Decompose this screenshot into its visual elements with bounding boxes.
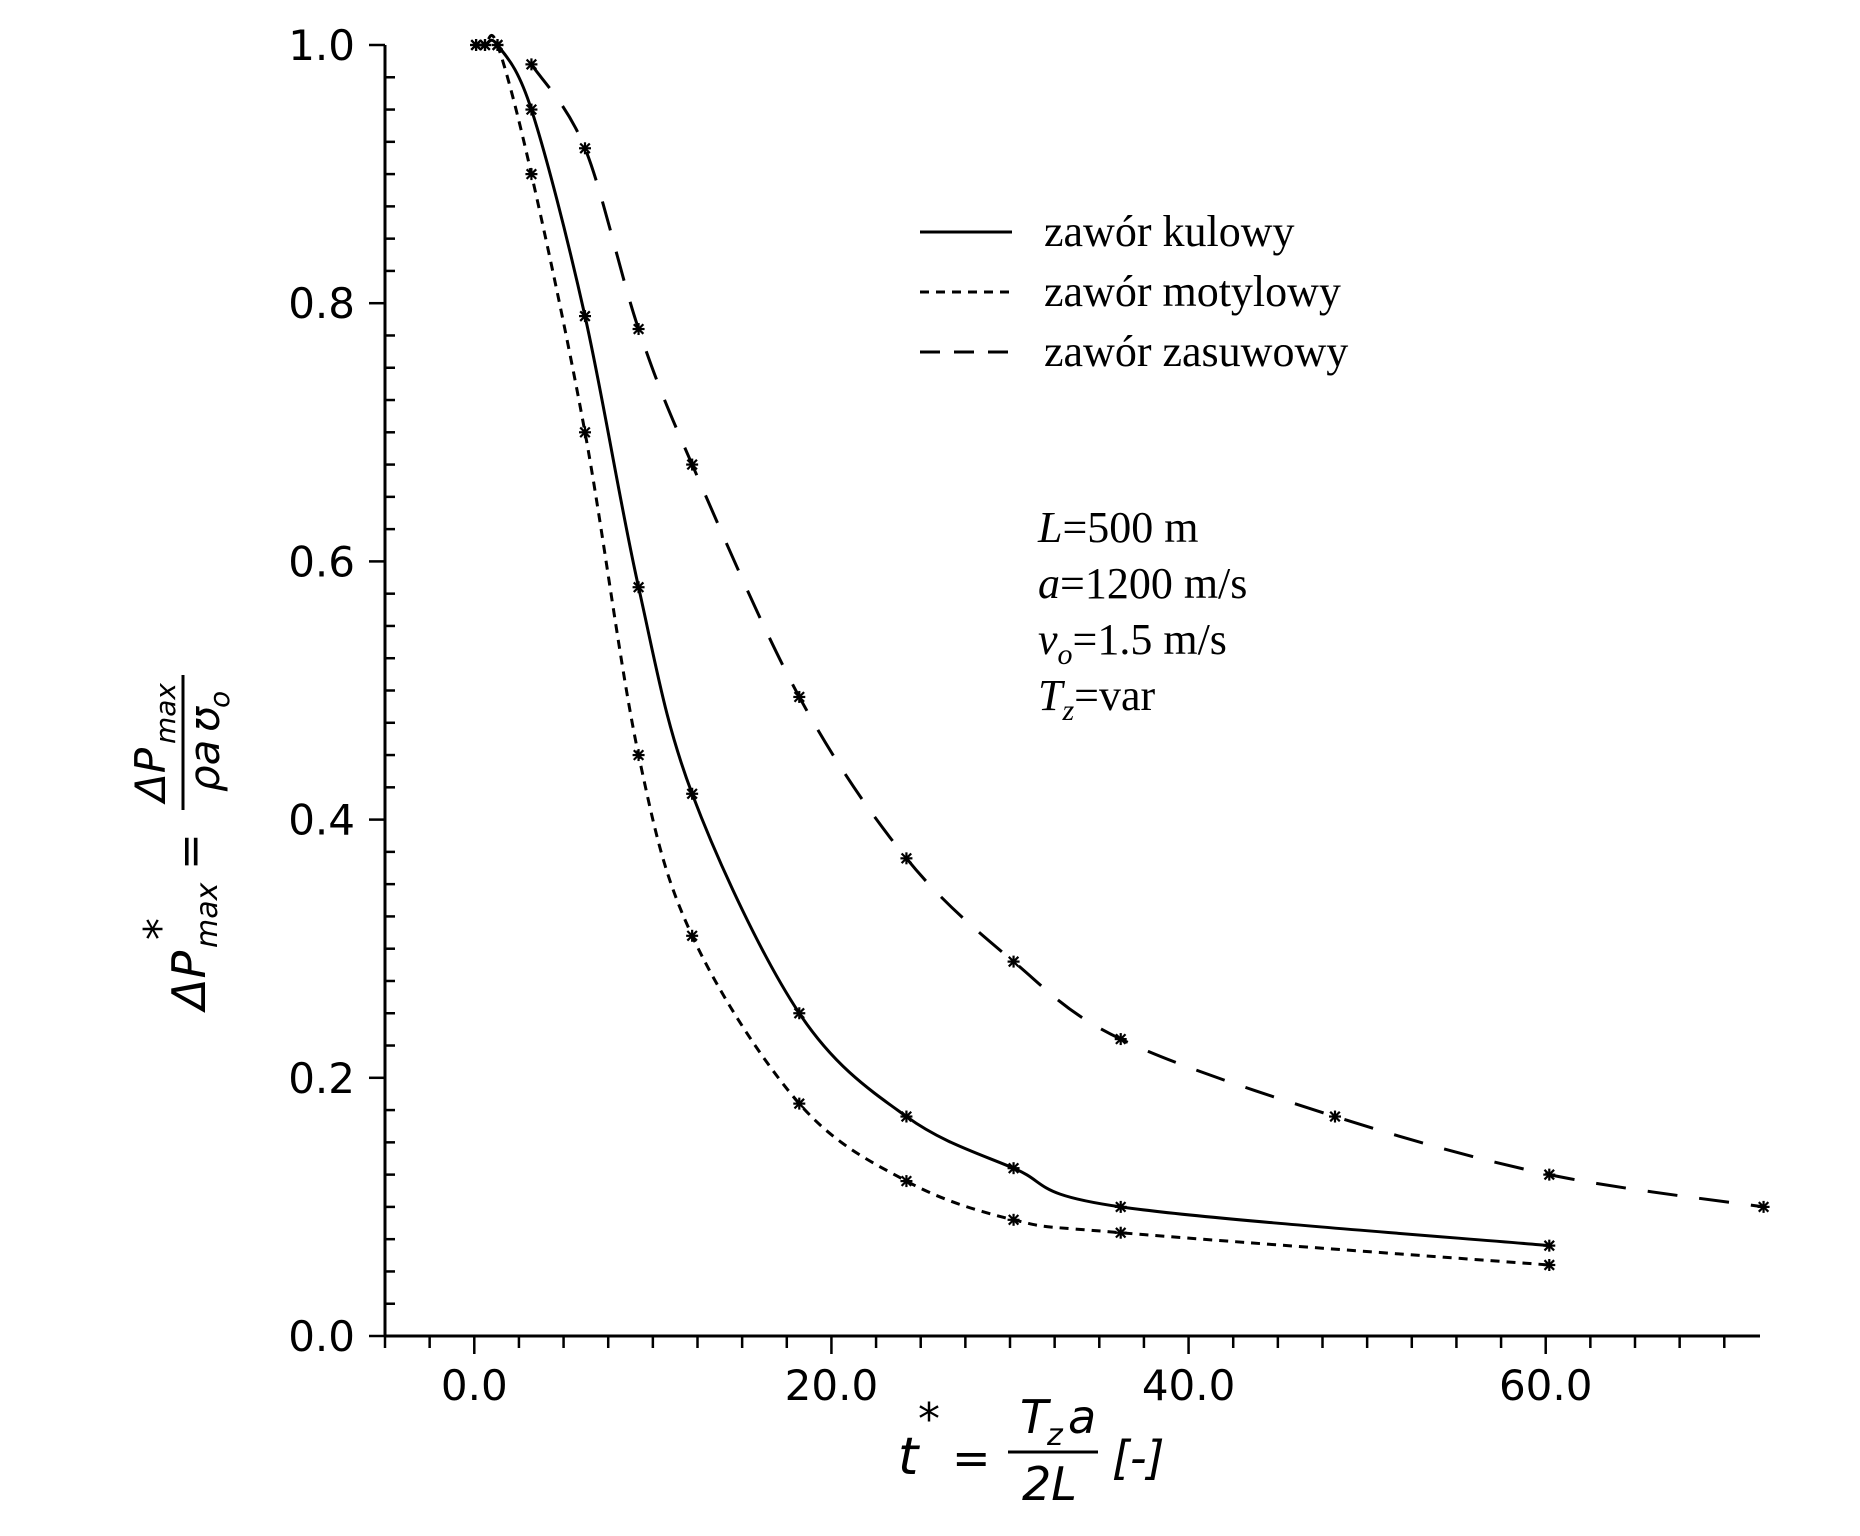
data-point-marker <box>686 787 699 800</box>
data-point-marker <box>525 168 538 181</box>
data-point-marker <box>1114 1226 1127 1239</box>
x-label-star: * <box>918 1394 940 1445</box>
data-point-marker <box>579 426 591 439</box>
y-label-den: ρa <box>180 740 229 792</box>
data-point-marker <box>491 39 504 51</box>
x-label-den: 2L <box>1022 1457 1077 1511</box>
data-point-marker <box>1007 955 1020 968</box>
x-tick-label: 60.0 <box>1499 1361 1593 1410</box>
parameter-line: L=500 m <box>1037 503 1199 552</box>
data-point-marker <box>1543 1239 1556 1252</box>
x-label-unit: [-] <box>1112 1431 1165 1485</box>
y-label-eq: = <box>165 833 216 870</box>
parameter-annotations: L=500 m a=1200 m/s vo=1.5 m/sTz=var <box>1037 503 1247 727</box>
series-2 <box>470 34 1556 1271</box>
parameter-line: vo=1.5 m/s <box>1038 615 1227 671</box>
data-point-marker <box>579 310 591 323</box>
data-point-marker <box>632 323 645 336</box>
y-axis-label: ΔP max * = ΔP max ρa ʊ o <box>126 675 236 1013</box>
data-point-marker <box>793 1007 806 1020</box>
y-label-num: ΔP <box>126 747 175 805</box>
legend-label: zawór motylowy <box>1044 267 1341 316</box>
legend: zawór kulowy zawór motylowy zawór zasuwowy <box>920 207 1348 376</box>
data-point-marker <box>1543 1168 1556 1181</box>
parameter-line: Tz=var <box>1038 671 1156 727</box>
y-label-den-tail: ʊ <box>180 706 229 732</box>
x-label-num: T <box>1020 1390 1052 1444</box>
y-tick-label: 0.6 <box>288 537 355 586</box>
x-label-num-tail: a <box>1068 1390 1096 1444</box>
data-point-marker <box>632 581 645 594</box>
y-label-lhs: ΔP <box>162 951 216 1013</box>
data-point-marker <box>1007 1162 1020 1175</box>
data-point-marker <box>1007 1213 1020 1226</box>
data-point-marker <box>900 852 913 865</box>
series-line <box>476 34 1550 1267</box>
data-point-marker <box>900 1110 913 1123</box>
x-axis-label: t * = T z a 2L [-] <box>898 1390 1165 1511</box>
data-point-marker <box>793 690 806 703</box>
y-tick-label: 0.2 <box>288 1054 355 1103</box>
data-point-marker <box>1543 1258 1556 1271</box>
y-label-den-sub: o <box>203 691 236 708</box>
data-point-marker <box>525 103 538 116</box>
y-tick-label: 0.4 <box>288 796 355 845</box>
data-point-marker <box>1757 1200 1770 1213</box>
data-point-marker <box>525 58 538 71</box>
y-label-star: * <box>135 918 186 940</box>
x-tick-label: 0.0 <box>441 1361 508 1410</box>
x-label-lhs: t <box>898 1427 920 1487</box>
x-tick-label: 20.0 <box>785 1361 879 1410</box>
data-point-marker <box>900 1175 913 1188</box>
x-label-eq: = <box>952 1431 991 1485</box>
parameter-line: a=1200 m/s <box>1038 559 1247 608</box>
legend-label: zawór zasuwowy <box>1044 327 1348 376</box>
data-point-marker <box>1114 1033 1127 1046</box>
series-1 <box>470 38 1556 1252</box>
y-tick-label: 0.8 <box>288 279 355 328</box>
y-tick-label: 1.0 <box>288 21 355 70</box>
data-point-marker <box>793 1097 806 1110</box>
x-tick-label: 40.0 <box>1142 1361 1236 1410</box>
series-line <box>476 38 1550 1248</box>
data-point-marker <box>632 749 645 762</box>
series-3 <box>525 58 1770 1213</box>
data-point-marker <box>686 929 699 942</box>
tick-labels: 0.0 0.2 0.4 0.6 0.8 1.0 0.0 20.0 40.0 60.0 <box>288 21 1592 1410</box>
legend-label: zawór kulowy <box>1044 207 1295 256</box>
series-layer <box>470 34 1770 1271</box>
axis-ticks <box>369 43 1726 1354</box>
data-point-marker <box>1114 1200 1127 1213</box>
data-point-marker <box>579 142 591 155</box>
y-label-num-sub: max <box>149 683 182 744</box>
data-point-marker <box>1329 1110 1341 1123</box>
x-label-num-sub: z <box>1046 1418 1064 1453</box>
data-point-marker <box>686 458 699 471</box>
data-point-marker <box>479 39 491 51</box>
y-tick-label: 0.0 <box>288 1312 355 1361</box>
y-label-lhs-sub: max <box>190 882 225 948</box>
